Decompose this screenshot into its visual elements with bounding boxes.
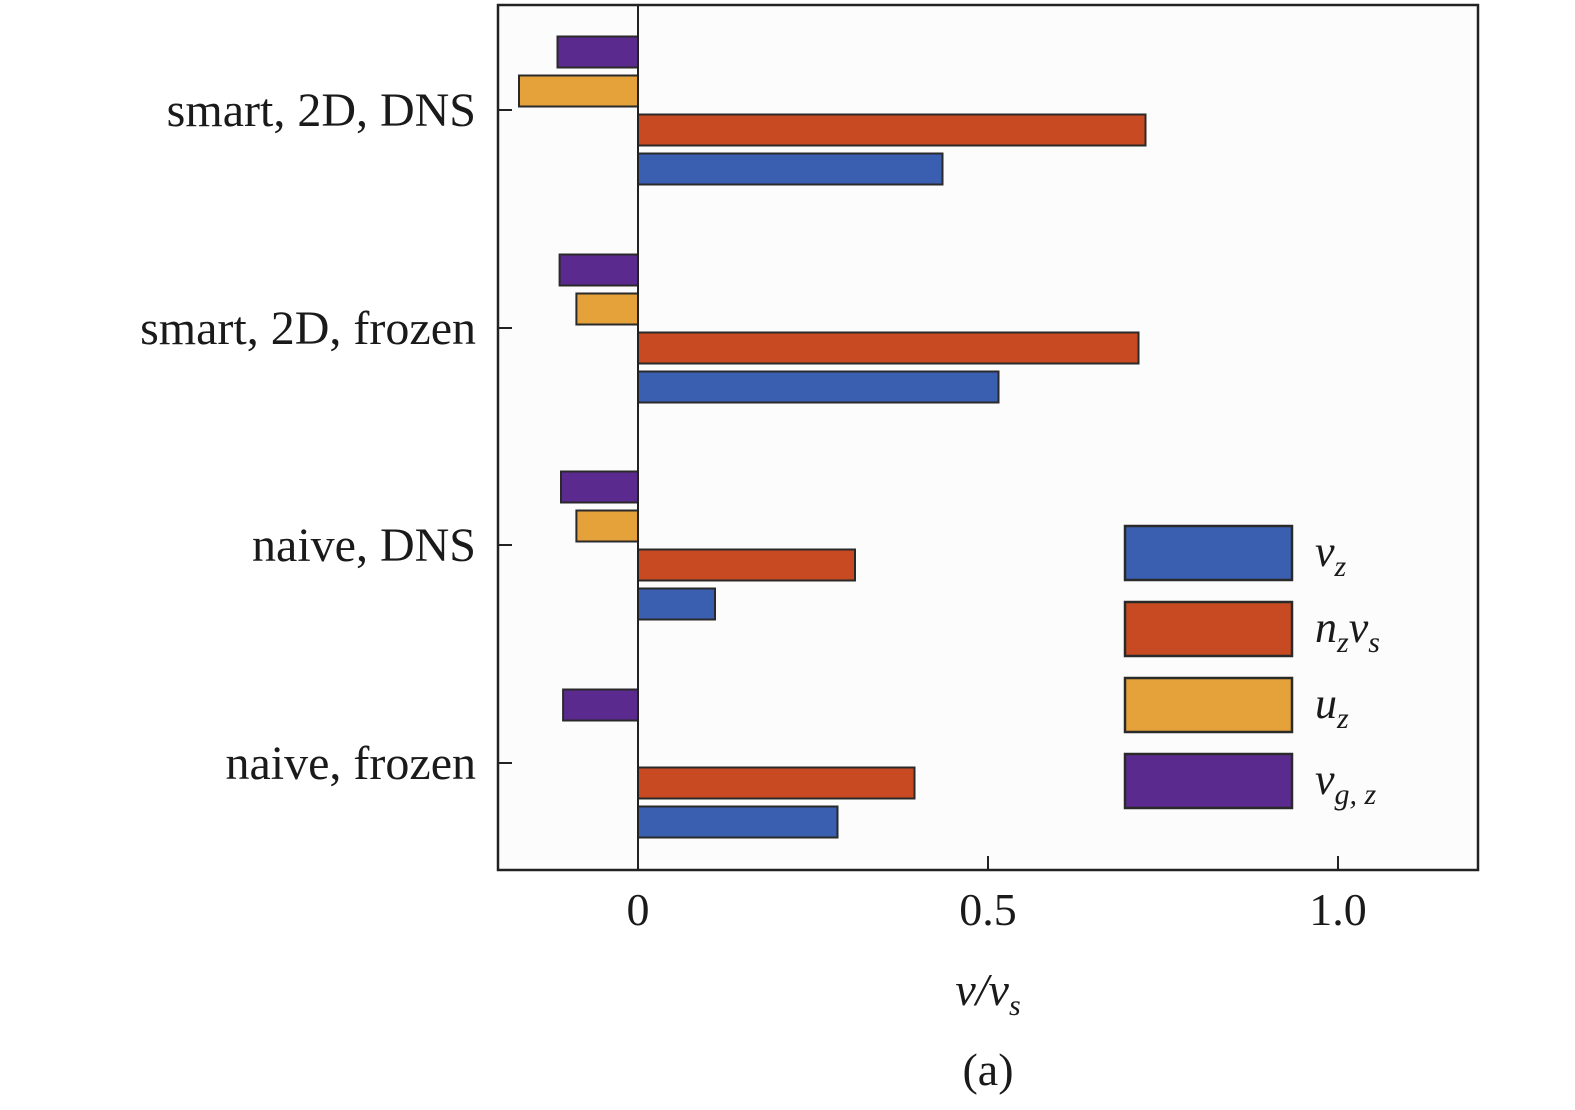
bar-4-4 [562, 688, 639, 722]
bar-3-1 [518, 74, 639, 108]
bar-2-3 [637, 548, 856, 582]
bar-1-1 [637, 152, 944, 186]
legend: vz nzvs uz vg, z [1123, 524, 1380, 811]
x-tick-label-2: 0.5 [959, 884, 1017, 935]
bar-3-3 [575, 509, 640, 543]
bar-4-3 [560, 470, 639, 504]
bar-2-4 [637, 766, 916, 800]
legend-label-4: vg, z [1315, 755, 1377, 811]
x-axis-label: v/vs [955, 964, 1020, 1022]
legend-label-2: nzvs [1315, 603, 1380, 659]
y-axis: smart, 2D, DNS smart, 2D, frozen naive, DN… [140, 84, 512, 790]
bar-1-4 [637, 805, 839, 839]
bars-group [518, 35, 1147, 839]
bar-1-2 [637, 370, 1000, 404]
bar-2-1 [637, 113, 1147, 147]
x-axis: 0 0.5 1.0 [627, 856, 1367, 935]
category-label-3: naive, DNS [252, 519, 476, 572]
legend-label-1: vz [1315, 527, 1347, 583]
bar-2-2 [637, 331, 1140, 365]
category-label-2: smart, 2D, frozen [140, 302, 476, 355]
x-tick-label-1: 0 [627, 884, 650, 935]
plot-area [498, 5, 1478, 870]
figure-caption: (a) [962, 1044, 1013, 1095]
legend-swatch-4 [1123, 752, 1294, 810]
category-label-4: naive, frozen [225, 737, 476, 790]
x-tick-label-3: 1.0 [1309, 884, 1367, 935]
bar-4-2 [558, 253, 639, 287]
legend-swatch-2 [1123, 600, 1294, 658]
bar-4-1 [556, 35, 639, 69]
bar-3-2 [575, 292, 640, 326]
category-label-1: smart, 2D, DNS [167, 84, 476, 137]
legend-swatch-1 [1123, 524, 1294, 582]
bar-1-3 [637, 587, 716, 621]
legend-swatch-3 [1123, 676, 1294, 734]
legend-label-3: uz [1315, 679, 1349, 735]
